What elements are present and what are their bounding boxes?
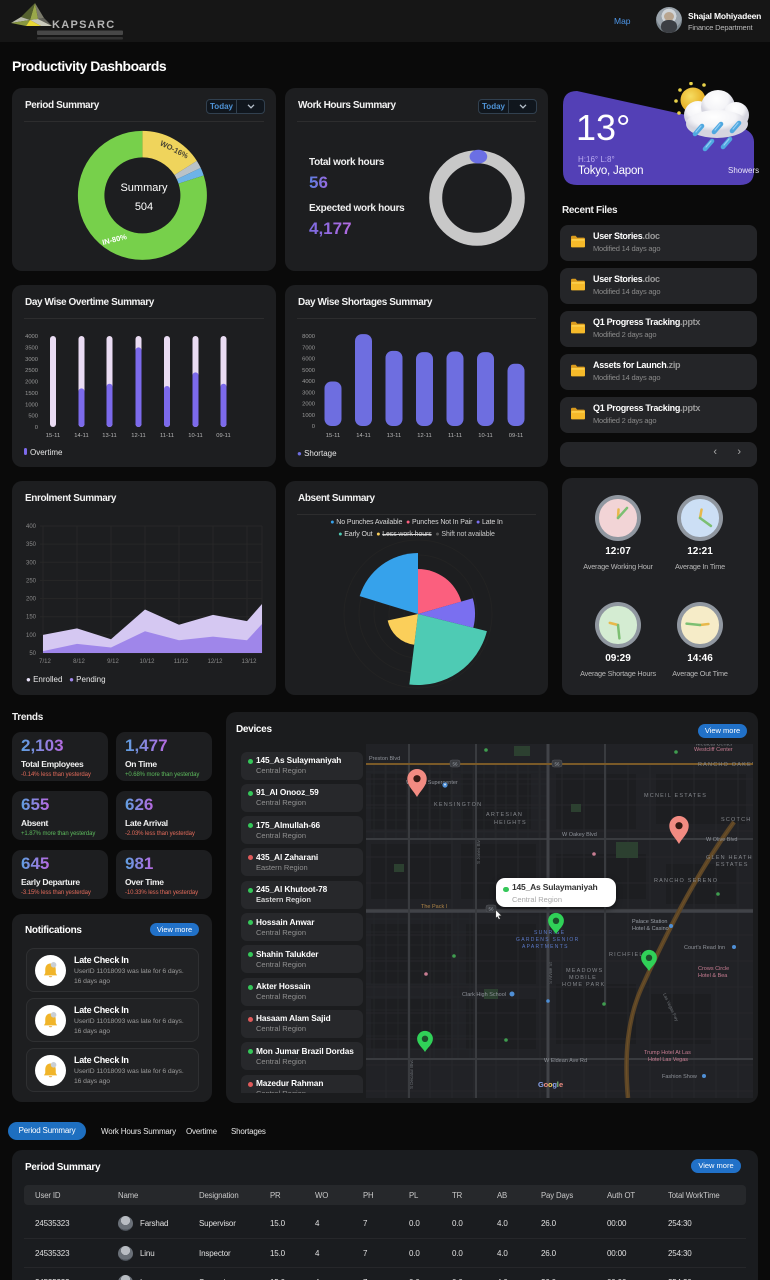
- svg-text:10-11: 10-11: [188, 433, 202, 439]
- svg-text:2000: 2000: [25, 380, 38, 386]
- svg-text:MCNEIL ESTATES: MCNEIL ESTATES: [644, 793, 707, 799]
- svg-text:Preston Blvd: Preston Blvd: [369, 756, 400, 762]
- svg-text:14-11: 14-11: [356, 433, 370, 439]
- svg-text:2500: 2500: [25, 368, 38, 374]
- svg-text:W Olive Blvd: W Olive Blvd: [706, 837, 737, 843]
- svg-text:Walmart Supercenter: Walmart Supercenter: [406, 780, 458, 786]
- svg-text:S Arville St: S Arville St: [548, 961, 553, 984]
- svg-text:MOBILE: MOBILE: [569, 975, 597, 981]
- svg-text:3500: 3500: [25, 345, 38, 351]
- svg-text:13/12: 13/12: [241, 659, 257, 665]
- svg-text:4000: 4000: [25, 334, 38, 340]
- svg-text:G: G: [538, 1080, 544, 1089]
- svg-text:Trump Hotel At Las: Trump Hotel At Las: [644, 1050, 691, 1056]
- svg-text:KENSINGTON: KENSINGTON: [434, 802, 482, 808]
- svg-text:SCOTCH: SCOTCH: [721, 817, 751, 823]
- svg-text:56: 56: [453, 762, 459, 767]
- svg-text:3000: 3000: [302, 390, 315, 396]
- svg-text:Court's Read Inn: Court's Read Inn: [684, 945, 725, 951]
- svg-text:1500: 1500: [25, 391, 38, 397]
- svg-text:300: 300: [26, 560, 37, 566]
- svg-text:1000: 1000: [25, 402, 38, 408]
- svg-text:4000: 4000: [302, 379, 315, 385]
- svg-text:RICHFIELD: RICHFIELD: [609, 952, 649, 958]
- svg-text:SUNRISE: SUNRISE: [534, 930, 565, 936]
- svg-text:9/12: 9/12: [107, 659, 119, 665]
- svg-text:350: 350: [26, 542, 37, 548]
- svg-text:ARTESIAN: ARTESIAN: [486, 812, 523, 818]
- svg-text:ESTATES: ESTATES: [716, 862, 749, 868]
- svg-text:7000: 7000: [302, 345, 315, 351]
- svg-text:l: l: [557, 1080, 559, 1089]
- svg-text:Hotel & Casino: Hotel & Casino: [632, 926, 669, 932]
- svg-text:Hotel Las Vegas: Hotel Las Vegas: [648, 1057, 688, 1063]
- svg-text:12/12: 12/12: [207, 659, 223, 665]
- svg-text:250: 250: [26, 578, 37, 584]
- svg-text:g: g: [552, 1080, 557, 1089]
- svg-text:8000: 8000: [302, 334, 315, 340]
- svg-text:Palace Station: Palace Station: [632, 919, 667, 925]
- svg-text:12-11: 12-11: [417, 433, 431, 439]
- svg-text:0: 0: [35, 425, 38, 431]
- svg-text:HOME PARK: HOME PARK: [562, 982, 605, 988]
- svg-text:11/12: 11/12: [174, 659, 189, 665]
- svg-text:09-11: 09-11: [216, 433, 230, 439]
- svg-text:10-11: 10-11: [478, 433, 492, 439]
- svg-text:400: 400: [26, 524, 37, 530]
- svg-text:200: 200: [26, 597, 37, 603]
- svg-text:11-11: 11-11: [448, 433, 462, 439]
- svg-text:09-11: 09-11: [509, 433, 523, 439]
- svg-text:S Jones Blvd: S Jones Blvd: [476, 837, 481, 864]
- svg-text:APARTMENTS: APARTMENTS: [522, 944, 569, 950]
- svg-text:5000: 5000: [302, 368, 315, 374]
- svg-text:0: 0: [312, 424, 315, 430]
- svg-text:150: 150: [26, 615, 37, 621]
- svg-text:14-11: 14-11: [74, 433, 88, 439]
- svg-text:GARDENS SENIOR: GARDENS SENIOR: [516, 937, 580, 943]
- svg-text:MEADOWS: MEADOWS: [566, 968, 603, 974]
- svg-text:HEIGHTS: HEIGHTS: [494, 820, 527, 826]
- svg-text:12-11: 12-11: [131, 433, 145, 439]
- svg-text:13-11: 13-11: [102, 433, 116, 439]
- svg-text:7/12: 7/12: [39, 659, 51, 665]
- svg-text:8/12: 8/12: [73, 659, 85, 665]
- svg-text:Medical Center: Medical Center: [696, 744, 733, 748]
- svg-text:RANCHO OAKEY: RANCHO OAKEY: [698, 762, 753, 768]
- svg-text:o: o: [544, 1080, 549, 1089]
- svg-text:100: 100: [26, 633, 37, 639]
- svg-text:13-11: 13-11: [387, 433, 401, 439]
- svg-text:RANCHO SERENO: RANCHO SERENO: [654, 878, 718, 884]
- svg-text:15-11: 15-11: [46, 433, 60, 439]
- svg-text:Westcliff Center: Westcliff Center: [694, 747, 733, 753]
- svg-text:56: 56: [489, 907, 495, 912]
- svg-text:e: e: [559, 1080, 563, 1089]
- svg-text:6000: 6000: [302, 357, 315, 363]
- svg-text:50: 50: [29, 651, 36, 657]
- svg-text:11-11: 11-11: [160, 433, 174, 439]
- svg-text:10/12: 10/12: [139, 659, 155, 665]
- svg-text:The Pack l: The Pack l: [421, 904, 447, 910]
- svg-text:KAPSARC: KAPSARC: [52, 19, 116, 31]
- svg-text:Fashion Show: Fashion Show: [662, 1074, 697, 1080]
- svg-text:Hotel & Bea: Hotel & Bea: [698, 973, 728, 979]
- svg-text:GLEN HEATHER: GLEN HEATHER: [706, 855, 753, 861]
- svg-text:Clark High School: Clark High School: [462, 992, 506, 998]
- svg-text:15-11: 15-11: [326, 433, 340, 439]
- svg-text:2000: 2000: [302, 402, 315, 408]
- svg-text:o: o: [548, 1080, 553, 1089]
- svg-text:500: 500: [28, 414, 38, 420]
- svg-text:W Oakey Blvd: W Oakey Blvd: [562, 832, 597, 838]
- svg-text:1000: 1000: [302, 413, 315, 419]
- svg-text:S Decatur Blvd: S Decatur Blvd: [409, 1058, 414, 1089]
- svg-text:Crows Circle: Crows Circle: [698, 966, 729, 972]
- svg-text:W Eldean Ave Rd: W Eldean Ave Rd: [544, 1058, 587, 1064]
- svg-text:3000: 3000: [25, 357, 38, 363]
- svg-text:56: 56: [555, 762, 561, 767]
